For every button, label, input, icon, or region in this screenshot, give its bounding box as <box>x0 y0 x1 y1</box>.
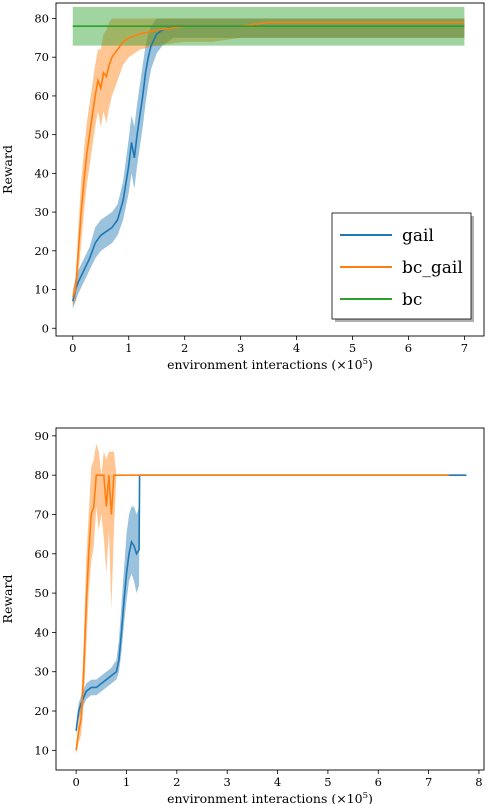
y-axis-label: Reward <box>0 145 15 194</box>
confidence-band-bc_gail <box>72 18 465 306</box>
x-tick-label: 3 <box>237 341 244 355</box>
x-tick-label: 3 <box>224 775 231 789</box>
y-tick-label: 20 <box>34 704 49 718</box>
legend-label-bc: bc <box>402 290 422 310</box>
y-tick-label: 80 <box>34 468 49 482</box>
y-tick-label: 60 <box>34 89 49 103</box>
y-tick-label: 80 <box>34 11 49 25</box>
x-tick-label: 2 <box>181 341 188 355</box>
x-tick-label: 6 <box>375 775 382 789</box>
series-line-bc_gail <box>72 21 465 298</box>
confidence-band-series-0 <box>76 475 467 735</box>
y-axis-label: Reward <box>0 575 15 624</box>
legend-label-bc_gail: bc_gail <box>402 258 463 278</box>
y-tick-label: 0 <box>42 321 49 335</box>
y-tick-label: 70 <box>34 507 49 521</box>
y-tick-label: 50 <box>34 586 49 600</box>
y-tick-label: 10 <box>34 743 49 757</box>
y-tick-label: 30 <box>34 665 49 679</box>
x-tick-label: 4 <box>274 775 281 789</box>
x-tick-label: 2 <box>173 775 180 789</box>
x-axis-label: environment interactions (×105) <box>167 791 373 804</box>
x-tick-label: 0 <box>69 341 76 355</box>
y-tick-label: 10 <box>34 283 49 297</box>
series-line-series-1 <box>75 474 449 751</box>
y-tick-label: 40 <box>34 625 49 639</box>
x-tick-label: 5 <box>349 341 356 355</box>
y-tick-label: 20 <box>34 244 49 258</box>
y-tick-label: 90 <box>34 429 49 443</box>
chart-bottom: 0 1 2 3 4 5 6 7 8 10 20 30 40 50 60 70 80 90 environment i… <box>0 427 485 804</box>
plot-frame <box>55 2 485 337</box>
x-tick-label: 0 <box>72 775 79 789</box>
x-tick-label: 1 <box>123 775 130 789</box>
y-tick-label: 40 <box>34 166 49 180</box>
confidence-band-series-1 <box>76 443 449 755</box>
y-tick-label: 70 <box>34 50 49 64</box>
x-tick-label: 8 <box>475 775 482 789</box>
x-tick-label: 4 <box>293 341 300 355</box>
x-tick-label: 5 <box>324 775 331 789</box>
y-tick-label: 50 <box>34 128 49 142</box>
legend-label-gail: gail <box>402 226 434 246</box>
x-tick-label: 1 <box>125 341 132 355</box>
y-tick-label: 30 <box>34 205 49 219</box>
plot-frame <box>55 427 485 771</box>
x-axis-label: environment interactions (×105) <box>167 357 373 372</box>
x-tick-label: 7 <box>461 341 468 355</box>
x-tick-label: 6 <box>405 341 412 355</box>
x-tick-label: 7 <box>425 775 432 789</box>
y-tick-label: 60 <box>34 547 49 561</box>
